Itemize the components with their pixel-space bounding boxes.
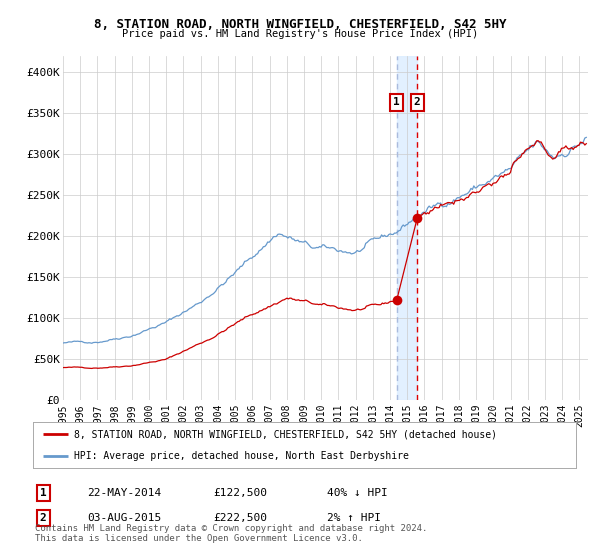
- Text: 2: 2: [414, 97, 421, 108]
- Text: 40% ↓ HPI: 40% ↓ HPI: [327, 488, 388, 498]
- Text: 1: 1: [40, 488, 47, 498]
- Text: £222,500: £222,500: [213, 513, 267, 523]
- Text: Contains HM Land Registry data © Crown copyright and database right 2024.
This d: Contains HM Land Registry data © Crown c…: [35, 524, 427, 543]
- Text: 2: 2: [40, 513, 47, 523]
- Text: 03-AUG-2015: 03-AUG-2015: [87, 513, 161, 523]
- Text: 8, STATION ROAD, NORTH WINGFIELD, CHESTERFIELD, S42 5HY: 8, STATION ROAD, NORTH WINGFIELD, CHESTE…: [94, 18, 506, 31]
- Text: 22-MAY-2014: 22-MAY-2014: [87, 488, 161, 498]
- Text: 8, STATION ROAD, NORTH WINGFIELD, CHESTERFIELD, S42 5HY (detached house): 8, STATION ROAD, NORTH WINGFIELD, CHESTE…: [74, 429, 497, 439]
- Text: Price paid vs. HM Land Registry's House Price Index (HPI): Price paid vs. HM Land Registry's House …: [122, 29, 478, 39]
- Text: £122,500: £122,500: [213, 488, 267, 498]
- Text: HPI: Average price, detached house, North East Derbyshire: HPI: Average price, detached house, Nort…: [74, 451, 409, 461]
- Bar: [397, 56, 417, 400]
- Text: 2% ↑ HPI: 2% ↑ HPI: [327, 513, 381, 523]
- Text: 1: 1: [394, 97, 400, 108]
